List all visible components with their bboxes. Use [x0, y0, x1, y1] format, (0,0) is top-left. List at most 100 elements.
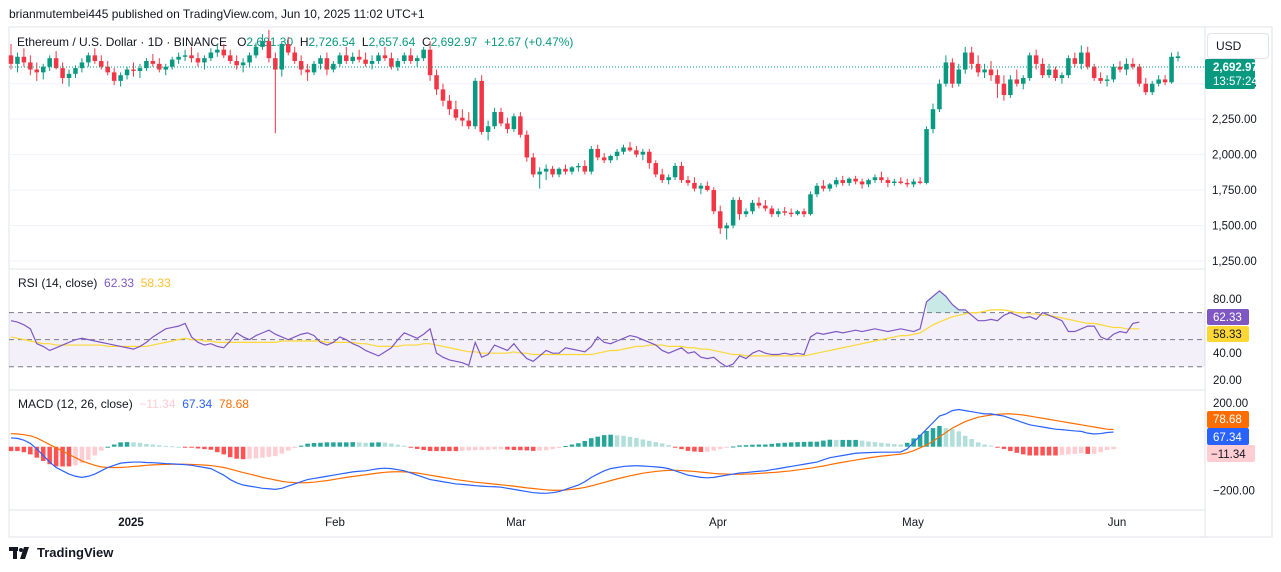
macd-histogram-bar[interactable] — [350, 442, 355, 447]
candle-body[interactable] — [659, 174, 665, 181]
macd-histogram-bar[interactable] — [1008, 446, 1013, 452]
candle-body[interactable] — [1117, 66, 1123, 70]
macd-histogram-bar[interactable] — [743, 445, 749, 447]
macd-histogram-bar[interactable] — [775, 443, 781, 447]
macd-histogram-bar[interactable] — [86, 446, 91, 460]
macd-histogram-bar[interactable] — [92, 446, 98, 456]
macd-histogram-bar[interactable] — [479, 446, 484, 450]
macd-histogram-bar[interactable] — [150, 444, 156, 447]
macd-histogram-bar[interactable] — [988, 445, 994, 447]
candle-body[interactable] — [169, 59, 175, 67]
macd-histogram-bar[interactable] — [724, 446, 729, 448]
macd-histogram-bar[interactable] — [840, 439, 845, 447]
macd-histogram-bar[interactable] — [737, 445, 742, 447]
macd-histogram-bar[interactable] — [1033, 446, 1039, 456]
candle-body[interactable] — [402, 55, 407, 62]
macd-histogram-bar[interactable] — [253, 446, 259, 459]
macd-histogram-bar[interactable] — [240, 446, 246, 460]
candle-body[interactable] — [634, 150, 639, 155]
macd-histogram-bar[interactable] — [1053, 446, 1058, 456]
candle-body[interactable] — [775, 211, 781, 215]
candle-body[interactable] — [1053, 69, 1058, 79]
macd-histogram-bar[interactable] — [73, 446, 78, 466]
macd-histogram-bar[interactable] — [137, 442, 143, 447]
candle-body[interactable] — [627, 147, 633, 151]
candle-body[interactable] — [60, 68, 65, 79]
candle-body[interactable] — [550, 168, 555, 175]
candle-body[interactable] — [215, 49, 220, 53]
macd-histogram-bar[interactable] — [627, 436, 633, 447]
macd-histogram-bar[interactable] — [730, 446, 736, 448]
macd-histogram-bar[interactable] — [801, 441, 807, 447]
macd-histogram-bar[interactable] — [634, 437, 639, 447]
macd-histogram-bar[interactable] — [131, 442, 136, 447]
macd-histogram-bar[interactable] — [189, 446, 194, 448]
candle-body[interactable] — [750, 202, 755, 212]
macd-histogram-bar[interactable] — [208, 446, 214, 450]
candle-body[interactable] — [756, 202, 762, 206]
macd-histogram-bar[interactable] — [711, 446, 717, 451]
macd-histogram-bar[interactable] — [260, 446, 265, 458]
macd-histogram-bar[interactable] — [692, 446, 697, 452]
candle-body[interactable] — [1175, 56, 1181, 59]
macd-histogram-bar[interactable] — [176, 446, 181, 448]
candle-body[interactable] — [975, 63, 981, 73]
macd-histogram-bar[interactable] — [705, 446, 710, 452]
macd-histogram-bar[interactable] — [427, 446, 433, 452]
macd-histogram-bar[interactable] — [1072, 446, 1078, 454]
macd-histogram-bar[interactable] — [975, 442, 981, 447]
candle-body[interactable] — [421, 49, 426, 59]
candle-body[interactable] — [1014, 79, 1020, 84]
candle-body[interactable] — [28, 62, 33, 70]
candle-body[interactable] — [1143, 83, 1149, 93]
macd-histogram-bar[interactable] — [853, 439, 858, 447]
macd-histogram-bar[interactable] — [498, 446, 504, 450]
candle-body[interactable] — [453, 109, 459, 118]
candle-body[interactable] — [1137, 66, 1142, 84]
macd-histogram-bar[interactable] — [795, 442, 800, 447]
candle-body[interactable] — [846, 178, 852, 183]
macd-histogram-bar[interactable] — [672, 446, 678, 448]
macd-histogram-bar[interactable] — [1014, 446, 1020, 453]
macd-histogram-bar[interactable] — [563, 446, 568, 448]
candle-body[interactable] — [260, 41, 265, 47]
candle-body[interactable] — [582, 165, 588, 172]
candle-body[interactable] — [1162, 79, 1168, 83]
candle-body[interactable] — [1085, 52, 1090, 67]
candle-body[interactable] — [144, 61, 149, 69]
macd-histogram-bar[interactable] — [53, 446, 59, 467]
candle-body[interactable] — [369, 61, 375, 64]
macd-pane[interactable] — [8, 408, 1116, 494]
macd-histogram-bar[interactable] — [298, 445, 304, 447]
candle-body[interactable] — [866, 180, 871, 185]
macd-histogram-bar[interactable] — [318, 442, 323, 447]
macd-histogram-bar[interactable] — [369, 442, 375, 447]
symbol-title[interactable]: Ethereum / U.S. Dollar · 1D · BINANCE — [17, 35, 228, 49]
candle-body[interactable] — [227, 55, 233, 62]
macd-histogram-bar[interactable] — [917, 434, 923, 447]
macd-histogram-bar[interactable] — [814, 441, 820, 447]
candle-body[interactable] — [99, 61, 104, 67]
candle-body[interactable] — [892, 181, 897, 183]
candle-body[interactable] — [853, 178, 858, 182]
macd-histogram-bar[interactable] — [466, 446, 472, 451]
macd-histogram-bar[interactable] — [821, 440, 826, 447]
candle-body[interactable] — [1001, 83, 1007, 96]
macd-histogram-bar[interactable] — [485, 446, 491, 450]
macd-histogram-bar[interactable] — [834, 439, 839, 447]
macd-histogram-bar[interactable] — [930, 428, 936, 447]
candle-body[interactable] — [292, 52, 297, 62]
candle-body[interactable] — [447, 100, 452, 110]
macd-histogram-bar[interactable] — [266, 446, 272, 457]
candle-body[interactable] — [808, 194, 813, 215]
candle-body[interactable] — [79, 62, 85, 69]
macd-histogram-bar[interactable] — [389, 443, 394, 447]
candle-body[interactable] — [962, 52, 968, 70]
candle-body[interactable] — [711, 190, 717, 212]
candle-body[interactable] — [1021, 78, 1026, 84]
candle-body[interactable] — [763, 205, 768, 209]
macd-histogram-bar[interactable] — [995, 446, 1000, 448]
candle-body[interactable] — [1079, 52, 1084, 64]
macd-histogram-bar[interactable] — [524, 446, 530, 451]
candle-body[interactable] — [485, 126, 491, 132]
